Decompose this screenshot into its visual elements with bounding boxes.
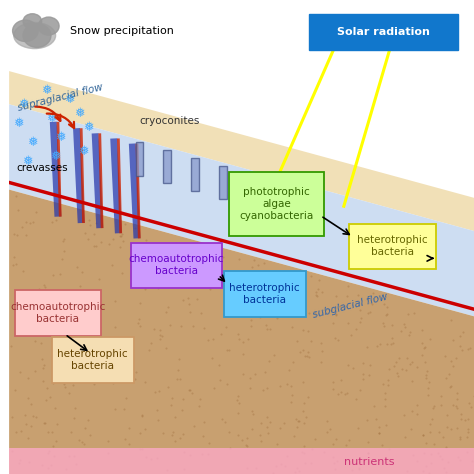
FancyBboxPatch shape [164,150,171,183]
Text: ❅: ❅ [27,136,37,149]
Text: Solar radiation: Solar radiation [337,27,430,37]
Text: heterotrophic
bacteria: heterotrophic bacteria [229,283,300,305]
Polygon shape [9,71,474,232]
Text: cryoconites: cryoconites [139,116,200,126]
FancyBboxPatch shape [52,337,134,383]
Text: ❅: ❅ [55,131,65,144]
Text: ❅: ❅ [22,155,33,168]
FancyBboxPatch shape [191,158,199,191]
Text: ❅: ❅ [83,121,93,135]
Text: subglacial flow: subglacial flow [311,292,388,320]
Text: heterotrophic
bacteria: heterotrophic bacteria [57,349,128,371]
FancyBboxPatch shape [131,243,222,288]
Polygon shape [9,190,474,474]
FancyBboxPatch shape [15,290,101,336]
Text: chemoautotrophic
bacteria: chemoautotrophic bacteria [129,255,224,276]
FancyBboxPatch shape [219,165,227,199]
Text: ❅: ❅ [73,107,84,120]
Text: Snow precipitation: Snow precipitation [70,26,173,36]
Text: ❅: ❅ [64,93,75,106]
Text: nutrients: nutrients [344,457,394,467]
Polygon shape [9,448,474,474]
Text: chemoautotrophic
bacteria: chemoautotrophic bacteria [10,302,106,324]
Text: ❅: ❅ [18,98,28,111]
Text: ❅: ❅ [13,117,24,130]
Text: heterotrophic
bacteria: heterotrophic bacteria [357,236,428,257]
Polygon shape [9,104,474,318]
Text: phototrophic
algae
cyanobacteria: phototrophic algae cyanobacteria [239,187,313,221]
Text: crevasses: crevasses [16,163,68,173]
Text: supraglacial flow: supraglacial flow [16,82,103,113]
Ellipse shape [13,20,38,42]
Ellipse shape [38,17,59,35]
FancyBboxPatch shape [228,172,324,236]
FancyBboxPatch shape [136,143,143,176]
Text: ❅: ❅ [41,83,52,97]
Ellipse shape [14,22,55,49]
FancyBboxPatch shape [224,271,306,317]
Ellipse shape [23,14,42,29]
Text: ❅: ❅ [50,150,61,163]
Text: ❅: ❅ [78,145,89,158]
FancyBboxPatch shape [309,14,458,50]
FancyBboxPatch shape [349,224,436,269]
Ellipse shape [23,24,51,47]
Text: ❅: ❅ [46,112,56,125]
